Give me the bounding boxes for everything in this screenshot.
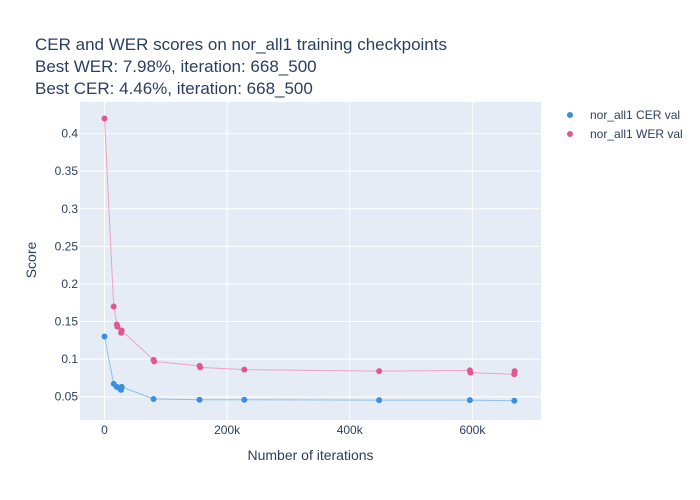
legend-marker [567,112,573,118]
data-point [151,358,158,365]
plot-area [80,102,541,420]
data-point [110,303,117,310]
data-point [114,323,121,330]
y-tick-label: 0.25 [55,239,79,253]
y-axis-title: Score [23,242,39,279]
legend-item: nor_all1 CER val [567,108,680,122]
chart-title: CER and WER scores on nor_all1 training … [35,35,447,98]
chart-title-line-2: Best WER: 7.98%, iteration: 668_500 [35,57,317,76]
legend-label: nor_all1 WER val [590,127,683,141]
x-tick-label: 600k [459,423,486,437]
data-point [467,369,474,376]
series-cer [101,333,518,404]
data-point [376,397,383,404]
x-tick-label: 0 [101,423,108,437]
y-tick-label: 0.3 [61,202,78,216]
data-point [150,395,157,402]
series-wer [101,115,518,378]
gridlines [80,102,541,420]
data-point [466,397,473,404]
legend: nor_all1 CER val nor_all1 WER val [567,108,683,141]
data-point [118,327,125,334]
data-point [376,368,383,375]
data-point [197,364,204,371]
data-point [241,366,248,373]
y-tick-label: 0.35 [55,164,79,178]
chart-title-line-1: CER and WER scores on nor_all1 training … [35,35,447,54]
data-point [511,368,518,375]
data-point [241,396,248,403]
data-point [101,333,108,340]
tick-labels: 0 200k 400k 600k 0.05 0.1 0.15 0.2 0.25 0.3 0.35 0.… [55,127,487,437]
x-tick-label: 200k [214,423,241,437]
legend-marker [567,131,573,137]
data-point [196,396,203,403]
y-tick-label: 0.2 [61,277,78,291]
data-point [511,397,518,404]
chart-title-line-3: Best CER: 4.46%, iteration: 668_500 [35,79,313,98]
data-point [118,383,125,390]
series-layer [101,115,518,404]
y-tick-label: 0.1 [61,352,78,366]
data-point [101,115,108,122]
y-tick-label: 0.05 [55,390,79,404]
y-tick-label: 0.4 [61,127,78,141]
y-tick-label: 0.15 [55,315,79,329]
x-tick-label: 400k [337,423,364,437]
legend-label: nor_all1 CER val [590,108,680,122]
x-axis-title: Number of iterations [247,447,373,463]
legend-item: nor_all1 WER val [567,127,683,141]
